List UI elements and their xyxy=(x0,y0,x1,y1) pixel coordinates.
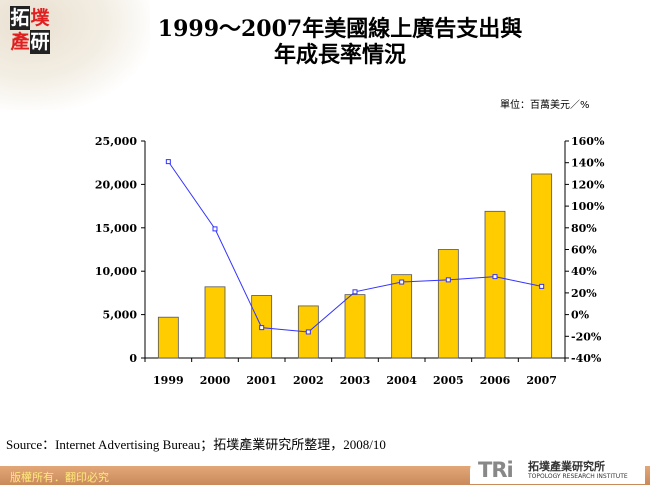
bars xyxy=(157,173,553,359)
tick-labels: 0 5,000 10,000 15,000 20,000 25,000 -40% -20% 0%… xyxy=(95,135,605,387)
bar-2007 xyxy=(531,173,553,359)
right-tick-label: 40% xyxy=(571,265,597,278)
x-tick-label: 2005 xyxy=(433,374,464,387)
right-tick-label: 160% xyxy=(571,135,605,148)
right-tick-label: -40% xyxy=(571,352,602,365)
left-tick-label: 25,000 xyxy=(95,135,137,148)
org-name-cn: 拓墣產業研究所 xyxy=(528,460,605,473)
left-tick-label: 0 xyxy=(129,352,137,365)
growth-point-2005 xyxy=(445,277,451,283)
growth-point-2004 xyxy=(399,279,405,285)
copyright-text: 版權所有．翻印必究 xyxy=(10,471,109,484)
left-tick-label: 15,000 xyxy=(95,222,137,235)
growth-point-2007 xyxy=(539,283,545,289)
org-mark: TRi xyxy=(478,458,514,482)
right-tick-label: 0% xyxy=(571,309,590,322)
growth-point-2003 xyxy=(352,289,358,295)
logo-char: 拓 xyxy=(10,6,30,30)
right-tick-label: 80% xyxy=(571,222,597,235)
x-tick-label: 1999 xyxy=(153,374,184,387)
logo: 拓 墣 產 研 xyxy=(10,6,50,54)
x-tick-label: 2001 xyxy=(246,374,277,387)
bar-2006 xyxy=(484,210,506,359)
logo-char: 研 xyxy=(30,30,50,54)
x-tick-label: 2006 xyxy=(480,374,511,387)
growth-point-2002 xyxy=(305,329,311,335)
right-tick-label: -20% xyxy=(571,330,602,343)
x-tick-label: 2000 xyxy=(200,374,231,387)
right-tick-label: 100% xyxy=(571,200,605,213)
right-tick-label: 140% xyxy=(571,157,605,170)
x-tick-label: 2003 xyxy=(340,374,371,387)
bar-2003 xyxy=(344,294,366,359)
title-line-2: 年成長率情況 xyxy=(273,42,406,68)
logo-char: 墣 xyxy=(30,7,50,29)
x-tick-label: 2007 xyxy=(526,374,557,387)
org-logo: TRi 拓墣產業研究所 TOPOLOGY RESEARCH INSTITUTE xyxy=(470,458,645,484)
right-tick-label: 120% xyxy=(571,178,605,191)
growth-line xyxy=(165,159,545,335)
org-name-en: TOPOLOGY RESEARCH INSTITUTE xyxy=(528,473,628,480)
left-tick-label: 10,000 xyxy=(95,265,137,278)
unit-label: 單位：百萬美元／% xyxy=(500,100,590,111)
right-tick-label: 60% xyxy=(571,244,597,257)
bar-2004 xyxy=(391,274,413,359)
left-tick-label: 20,000 xyxy=(95,178,137,191)
bar-2000 xyxy=(204,286,226,359)
chart-title: 1999～2007年美國線上廣告支出與 年成長率情況 xyxy=(100,16,580,68)
source-note: Source：Internet Advertising Bureau；拓墣產業研… xyxy=(6,437,386,452)
x-tick-label: 2002 xyxy=(293,374,324,387)
x-tick-label: 2004 xyxy=(386,374,417,387)
title-line-1: 1999～2007年美國線上廣告支出與 xyxy=(157,16,523,42)
bar-1999 xyxy=(157,316,179,359)
left-tick-label: 5,000 xyxy=(103,309,138,322)
logo-char: 產 xyxy=(10,31,30,53)
right-tick-label: 20% xyxy=(571,287,597,300)
growth-point-1999 xyxy=(165,159,171,165)
growth-point-2000 xyxy=(212,226,218,232)
bar-2005 xyxy=(437,249,459,359)
growth-point-2006 xyxy=(492,274,498,280)
growth-point-2001 xyxy=(259,325,265,331)
